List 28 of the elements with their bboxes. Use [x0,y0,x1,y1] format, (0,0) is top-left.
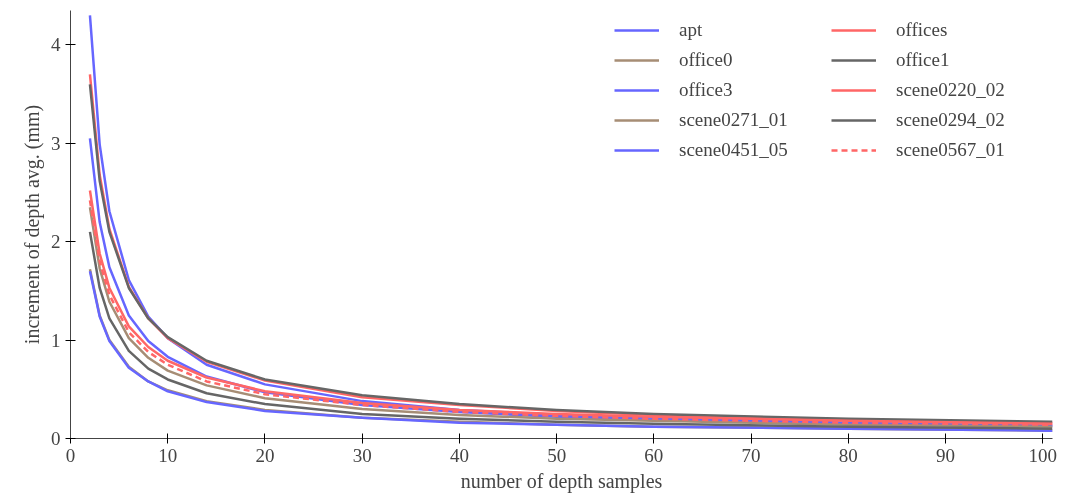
y-axis-title: increment of depth avg. (mm) [21,104,44,345]
x-tick-label: 90 [936,444,956,466]
x-tick-label: 70 [741,444,761,466]
legend-label: office1 [896,48,951,72]
legend-label: offices [896,18,949,42]
x-tick-label: 100 [1028,444,1058,466]
x-tick-label: 30 [352,444,372,466]
x-tick-label: 20 [255,444,275,466]
x-tick-label: 10 [158,444,178,466]
x-tick-label: 0 [65,444,76,466]
legend-label: scene0220_02 [896,78,1006,102]
x-tick-label: 40 [449,444,469,466]
y-tick-label: 4 [51,34,61,56]
legend-label: scene0567_01 [896,138,1006,162]
legend-label: scene0451_05 [679,138,789,162]
legend-label: apt [679,18,704,42]
legend-label: scene0271_01 [679,108,789,132]
x-tick-label: 80 [838,444,858,466]
x-tick-label: 60 [644,444,664,466]
y-tick-label: 1 [51,329,61,351]
y-tick-label: 2 [51,231,61,253]
legend-label: office0 [679,48,734,72]
y-tick-label: 3 [51,132,61,154]
x-tick-label: 50 [547,444,567,466]
legend-label: scene0294_02 [896,108,1006,132]
legend-label: office3 [679,78,734,102]
y-tick-label: 0 [51,428,61,449]
x-axis-title: number of depth samples [460,469,663,493]
